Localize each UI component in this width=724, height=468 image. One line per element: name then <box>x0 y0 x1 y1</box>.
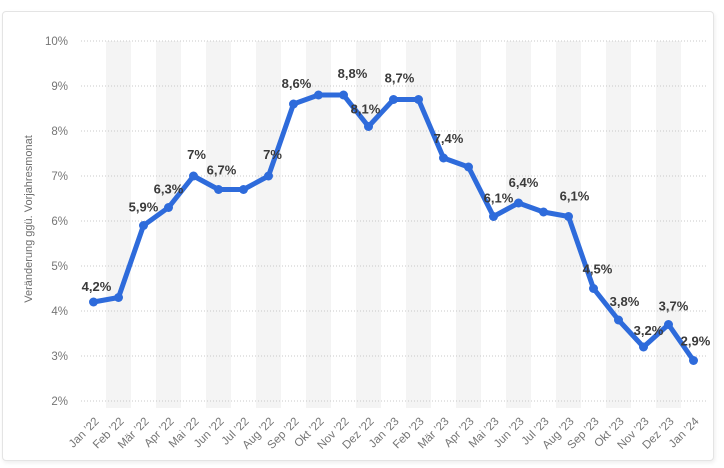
data-point[interactable] <box>289 99 298 109</box>
data-point[interactable] <box>239 185 248 194</box>
point-label: 6,1% <box>484 191 514 206</box>
y-axis-tick-label: 5% <box>51 261 68 273</box>
column-band <box>556 41 581 408</box>
column-band <box>356 41 381 408</box>
point-label: 7% <box>187 147 206 162</box>
column-band <box>206 41 231 408</box>
point-label: 8,6% <box>282 76 312 91</box>
data-point[interactable] <box>314 90 323 100</box>
point-label: 6,3% <box>154 182 184 197</box>
point-label: 8,8% <box>338 66 368 81</box>
column-band <box>256 41 281 408</box>
data-point[interactable] <box>439 153 448 163</box>
point-label: 6,7% <box>207 163 237 178</box>
column-band <box>606 41 631 408</box>
data-point[interactable] <box>339 90 348 100</box>
chart-card: 10% 9% 8% 7% 6% 5% 4% 3% 2% Veränderung ggü. Vorj… <box>2 11 714 461</box>
data-point[interactable] <box>639 342 648 352</box>
y-axis-tick-label: 8% <box>51 126 68 138</box>
data-point[interactable] <box>214 185 223 194</box>
point-label: 3,7% <box>659 299 689 314</box>
point-label: 6,1% <box>560 189 590 204</box>
data-point[interactable] <box>389 95 398 104</box>
point-labels: 4,2%5,9%6,3%7%6,7%7%8,6%8,8%8,1%8,7%7,4%… <box>82 66 711 349</box>
column-band <box>156 41 181 408</box>
data-points <box>89 90 698 365</box>
point-label: 6,4% <box>509 175 539 190</box>
column-band <box>656 41 681 408</box>
data-point[interactable] <box>264 171 273 181</box>
data-point[interactable] <box>689 356 698 365</box>
point-label: 7,4% <box>434 131 464 146</box>
data-point[interactable] <box>589 284 598 293</box>
data-point[interactable] <box>514 198 523 208</box>
data-point[interactable] <box>464 162 473 172</box>
y-axis-tick-label: 9% <box>51 81 68 93</box>
column-band <box>506 41 531 408</box>
point-label: 8,7% <box>385 71 415 86</box>
y-axis-title: Veränderung ggü. Vorjahresmonat <box>23 135 35 303</box>
column-band <box>106 41 131 408</box>
data-point[interactable] <box>564 212 573 221</box>
point-label: 5,9% <box>129 200 159 215</box>
data-point[interactable] <box>664 320 673 329</box>
data-point[interactable] <box>139 221 148 230</box>
column-bands <box>106 41 681 408</box>
data-point[interactable] <box>539 207 548 217</box>
data-point[interactable] <box>164 203 173 212</box>
column-band <box>306 41 331 408</box>
point-label: 3,8% <box>610 294 640 309</box>
y-axis-tick-label: 2% <box>51 396 68 408</box>
point-label: 2,9% <box>681 334 711 349</box>
data-point[interactable] <box>114 293 123 302</box>
y-axis-tick-label: 7% <box>51 171 68 183</box>
data-point[interactable] <box>489 212 498 221</box>
y-axis-tick-label: 4% <box>51 306 68 318</box>
line-chart: 10% 9% 8% 7% 6% 5% 4% 3% 2% Veränderung ggü. Vorj… <box>23 36 711 452</box>
y-axis-tick-label: 6% <box>51 216 68 228</box>
point-label: 4,2% <box>82 279 112 294</box>
data-point[interactable] <box>414 95 423 104</box>
y-gridlines <box>81 40 706 402</box>
point-label: 4,5% <box>583 262 613 277</box>
y-axis-ticks: 10% 9% 8% 7% 6% 5% 4% 3% 2% <box>45 36 68 408</box>
column-band <box>456 41 481 408</box>
data-point[interactable] <box>189 171 198 181</box>
line-series <box>91 92 696 363</box>
data-point[interactable] <box>614 315 623 325</box>
data-point[interactable] <box>89 297 98 307</box>
point-label: 3,2% <box>634 323 664 338</box>
point-label: 7% <box>263 147 282 162</box>
point-label: 8,1% <box>351 102 381 117</box>
y-axis-tick-label: 3% <box>51 351 68 363</box>
data-point[interactable] <box>364 122 373 131</box>
y-axis-tick-label: 10% <box>45 36 68 48</box>
